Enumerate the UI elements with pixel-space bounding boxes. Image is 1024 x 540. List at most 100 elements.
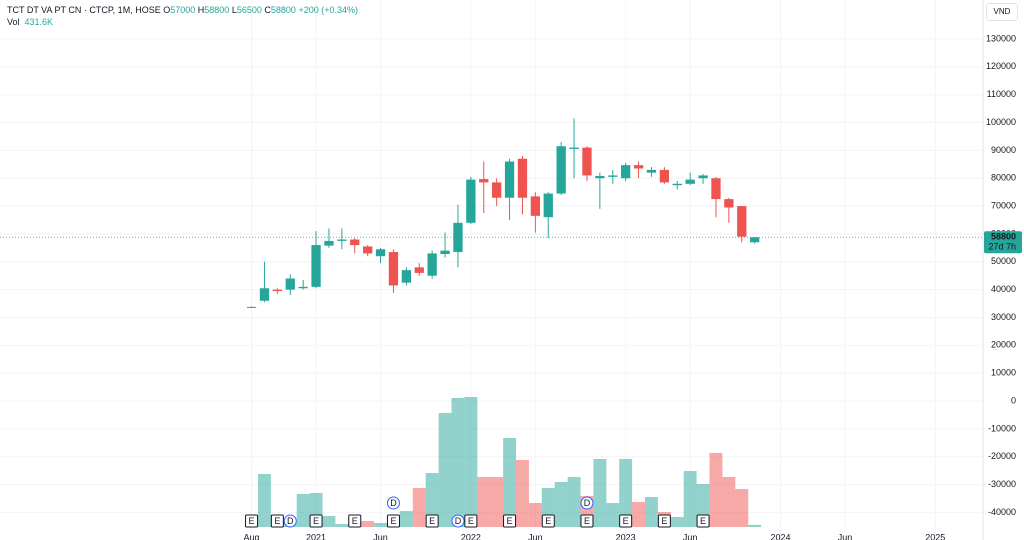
candle-body [375,249,386,257]
y-tick-label: 0 [1011,395,1016,405]
y-tick-label: 90000 [991,145,1016,155]
ohlc-value: 58800 [204,5,230,15]
candle-body [711,178,721,200]
y-tick-label: 110000 [987,89,1016,99]
earnings-marker [503,514,517,528]
earnings-marker [619,514,633,528]
volume-bar [477,477,491,527]
candle-body [337,239,347,241]
volume-bar [735,489,749,527]
candle-body [556,146,566,194]
volume-bar [399,511,413,527]
volume-bar [335,524,349,527]
volume-bar [567,477,581,527]
y-tick-label: 80000 [991,173,1016,183]
volume-bar [412,488,426,527]
ohlc-value: 56500 [236,5,262,15]
candle-body [466,179,476,223]
x-tick-label: 2023 [616,532,636,540]
volume-bar [632,502,646,527]
y-tick-label: 100000 [986,117,1016,127]
volume-bar [464,397,478,527]
event-label: E [390,516,396,526]
candle-body [272,289,282,292]
dividend-marker [580,496,594,510]
earnings-marker [696,514,710,528]
x-tick-label: Jun [683,532,698,540]
volume-bar [516,460,529,527]
volume-bar [683,471,697,527]
event-label: E [661,516,667,526]
candle-body [427,253,437,276]
volume-bar [593,459,607,527]
candle-body [298,286,308,289]
event-label: E [623,516,629,526]
ohlc-value: 58800 [270,5,296,15]
candle-body [543,193,553,218]
y-tick-label: 70000 [991,200,1016,210]
ohlc-label: O [163,5,171,15]
candle-body [659,169,670,183]
x-tick-label: Aug [244,532,260,540]
candle-body [685,179,695,184]
event-label: D [390,498,397,508]
volume-bar [606,503,620,527]
candle-body [440,250,450,254]
volume-bar [670,517,684,527]
event-label: E [584,516,590,526]
candle-body [737,206,747,237]
y-tick-label: -10000 [988,423,1016,433]
change: +200 (+0.34%) [298,5,358,15]
candle-body [453,222,463,253]
volume-bar [645,497,658,527]
candle-body [504,161,515,198]
candle-body [646,169,657,173]
dividend-marker [451,514,465,528]
volume-bar [503,438,517,527]
ohlc-label: L [231,5,237,15]
earnings-marker [348,514,362,528]
earnings-marker [541,514,555,528]
earnings-marker [245,514,259,528]
volume-bar [322,516,336,527]
volume-bar [296,494,310,527]
x-tick-label: Jun [528,532,543,540]
candle-body [608,175,618,177]
candle-body [595,176,605,179]
volume-bar [709,453,723,527]
volume-bar [490,477,504,527]
event-label: E [700,516,706,526]
volume-bar [361,521,375,527]
y-tick-label: 10000 [991,368,1016,378]
candle-body [479,179,489,183]
x-tick-label: 2021 [306,532,326,540]
candle-body [672,183,682,186]
candle-body [621,165,631,179]
volume-bar [528,503,542,527]
dividend-marker [386,496,400,510]
candle-body [350,239,360,246]
volume-bar [722,477,736,527]
candle-body [363,246,373,254]
y-tick-label: -40000 [988,507,1016,517]
legend-row: Vol 431.6K [7,16,358,28]
event-label: E [249,516,255,526]
earnings-marker [425,514,439,528]
candle-body [698,175,708,179]
currency-button[interactable]: VND [986,3,1018,21]
y-tick-label: 120000 [986,61,1016,71]
ohlc-label: C [264,5,271,15]
x-tick-label: 2022 [461,532,481,540]
y-tick-label: 20000 [991,340,1016,350]
candle-body [724,199,734,208]
candle-body [530,196,541,216]
y-tick-label: 30000 [991,312,1016,322]
event-label: D [455,516,462,526]
x-tick-label: Jun [373,532,388,540]
y-tick-label: -20000 [988,451,1016,461]
earnings-marker [464,514,478,528]
legend: TCT DT VA PT CN · CTCP, 1M, HOSE O57000 … [7,4,358,28]
y-tick-label: -30000 [988,479,1016,489]
